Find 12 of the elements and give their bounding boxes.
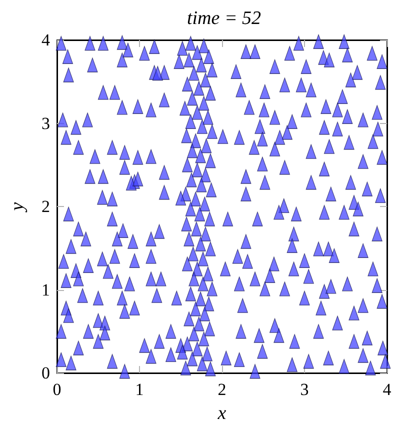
chart-title: time = 52 xyxy=(186,8,262,29)
x-axis-title: x xyxy=(216,403,227,424)
x-tick-label: 4 xyxy=(382,380,392,399)
x-tick-label: 1 xyxy=(135,380,144,399)
y-tick-label: 4 xyxy=(42,30,50,50)
y-tick-label: 1 xyxy=(42,280,50,300)
y-axis-title: y xyxy=(7,202,28,213)
y-tick-label: 2 xyxy=(42,197,50,216)
y-tick-label: 3 xyxy=(42,114,50,133)
x-tick-label: 2 xyxy=(218,380,226,399)
y-tick-label: 0 xyxy=(42,364,50,382)
x-tick-label: 3 xyxy=(300,380,309,399)
